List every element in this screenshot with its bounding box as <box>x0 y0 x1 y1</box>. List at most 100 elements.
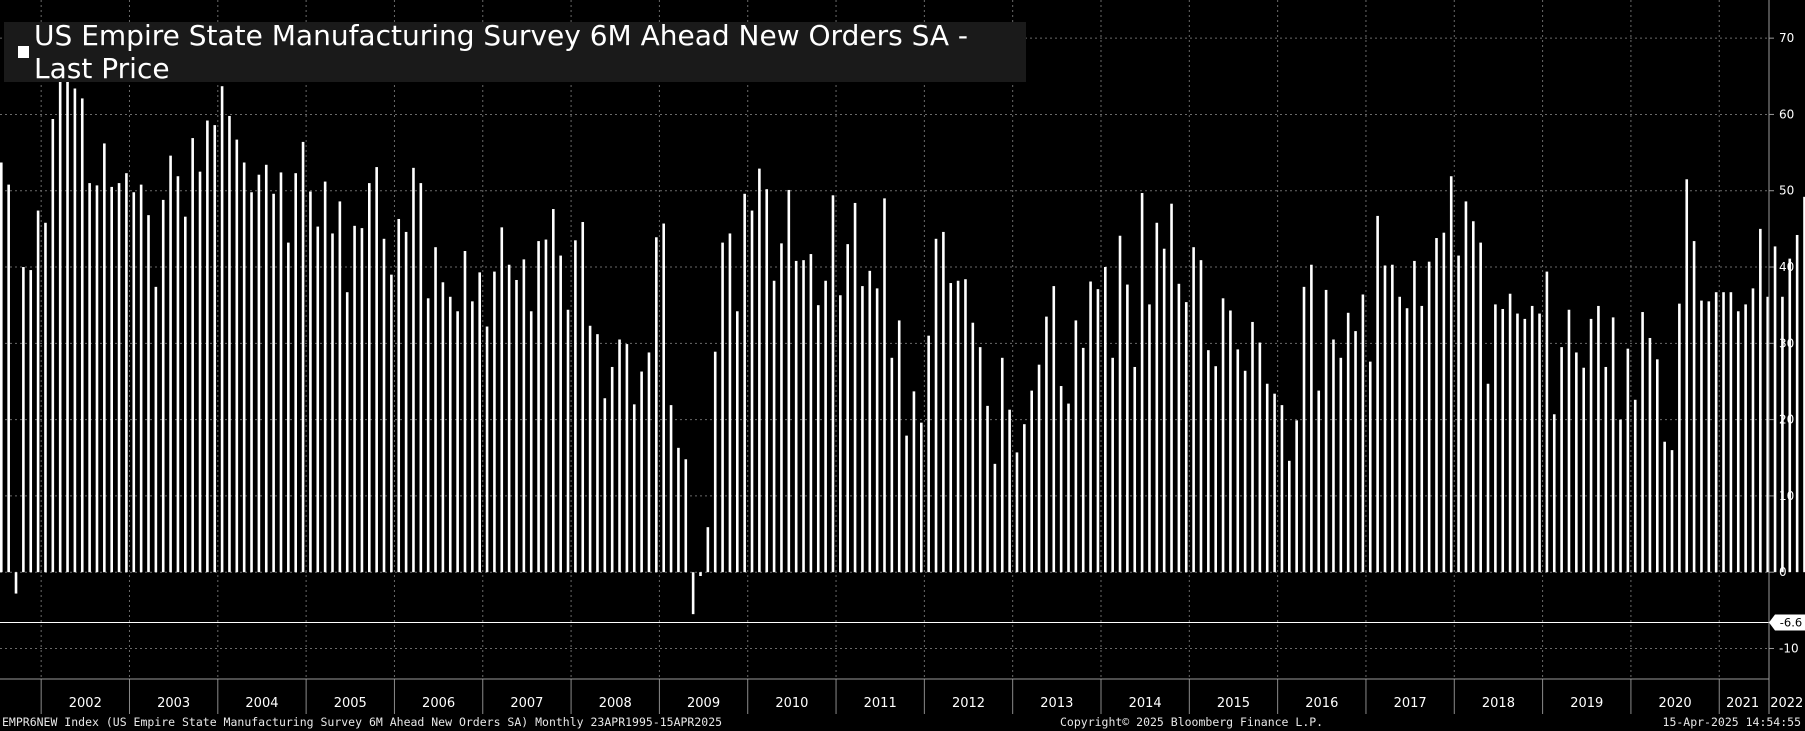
bar <box>1729 292 1733 573</box>
bar <box>117 183 121 573</box>
bar <box>441 282 445 573</box>
bar <box>529 311 533 573</box>
bar <box>706 527 710 573</box>
x-tick-label: 2022 <box>1770 696 1803 711</box>
bar <box>1722 292 1725 573</box>
bar <box>58 67 62 573</box>
bar <box>993 463 997 573</box>
bar <box>95 185 99 573</box>
bar <box>110 186 113 573</box>
bar <box>1096 289 1100 573</box>
y-tick-label: 0 <box>1779 565 1787 579</box>
bar <box>1008 409 1011 573</box>
bar <box>220 86 224 573</box>
bar <box>287 242 290 573</box>
bar <box>316 226 320 573</box>
bar <box>1273 393 1276 573</box>
bar <box>257 174 261 573</box>
bar <box>242 162 246 573</box>
bar <box>88 183 91 573</box>
bar <box>1104 267 1107 573</box>
bar <box>1692 241 1696 573</box>
y-tick-label: 60 <box>1779 107 1794 121</box>
bar <box>1155 222 1159 573</box>
bar <box>7 184 10 573</box>
bar <box>949 283 953 573</box>
bar <box>154 286 158 573</box>
bar <box>1582 367 1585 573</box>
bar <box>176 176 180 573</box>
bar <box>912 391 916 573</box>
x-tick-label: 2014 <box>1129 696 1162 711</box>
x-tick-label: 2021 <box>1726 696 1759 711</box>
bar <box>1229 310 1232 573</box>
bar <box>404 231 408 573</box>
bar <box>559 255 562 573</box>
bar <box>647 352 651 573</box>
bar <box>1361 294 1365 573</box>
bar <box>1214 366 1217 573</box>
bar <box>1619 419 1622 573</box>
bar <box>235 139 239 573</box>
bar <box>1560 347 1563 573</box>
bar <box>897 320 901 573</box>
bar <box>294 173 297 573</box>
bar <box>942 231 945 573</box>
bar <box>728 233 732 573</box>
bar <box>1803 196 1805 573</box>
bar <box>861 286 864 573</box>
bar <box>655 237 658 573</box>
axis-layer: 2002 2003 2004 2005 2006 2007 2008 2009 2010 2011… <box>0 0 1805 714</box>
bar <box>736 311 739 573</box>
bar <box>1773 246 1777 573</box>
bar <box>1678 303 1681 573</box>
bar <box>1133 366 1137 573</box>
bar <box>22 267 25 573</box>
bar <box>816 305 820 573</box>
bar <box>338 201 342 573</box>
bar <box>1545 271 1549 573</box>
bar <box>51 119 55 573</box>
bar <box>1236 349 1240 573</box>
x-tick-label: 2006 <box>422 696 455 711</box>
y-tick-label: 30 <box>1779 336 1794 350</box>
bar <box>169 155 172 573</box>
bar <box>1405 308 1409 573</box>
x-tick-label: 2019 <box>1570 696 1603 711</box>
bar <box>397 218 401 573</box>
bar <box>1648 337 1652 573</box>
bar <box>103 143 106 573</box>
bar <box>640 371 643 573</box>
bar <box>875 288 879 573</box>
x-tick-label: 2002 <box>69 696 102 711</box>
bar <box>1081 347 1085 573</box>
y-tick-label: 70 <box>1779 31 1794 45</box>
bar <box>890 357 894 573</box>
bar <box>1788 258 1792 573</box>
bar <box>750 210 754 573</box>
bar <box>1391 264 1394 573</box>
legend: US Empire State Manufacturing Survey 6M … <box>4 19 1026 85</box>
bar <box>1552 414 1556 573</box>
y-tick-label: 40 <box>1779 260 1794 274</box>
bar <box>780 243 783 573</box>
bar <box>971 322 975 573</box>
bar <box>1162 248 1166 573</box>
bar <box>1530 305 1534 573</box>
bar <box>1258 342 1262 573</box>
bar <box>1508 293 1512 573</box>
bar <box>1074 320 1078 573</box>
bar <box>139 184 143 573</box>
bar <box>1015 452 1019 573</box>
bar <box>1000 357 1004 573</box>
last-value-label: -6.6 <box>1780 616 1802 630</box>
bar <box>1700 300 1703 573</box>
bar <box>1192 247 1195 573</box>
footer-copyright: Copyright© 2025 Bloomberg Finance L.P. <box>1060 715 1324 729</box>
bar <box>448 296 452 573</box>
y-tick-label: 50 <box>1779 184 1794 198</box>
y-tick-label: 10 <box>1779 489 1794 503</box>
bar <box>382 238 386 573</box>
bar <box>1383 265 1387 573</box>
bar <box>1280 405 1284 573</box>
